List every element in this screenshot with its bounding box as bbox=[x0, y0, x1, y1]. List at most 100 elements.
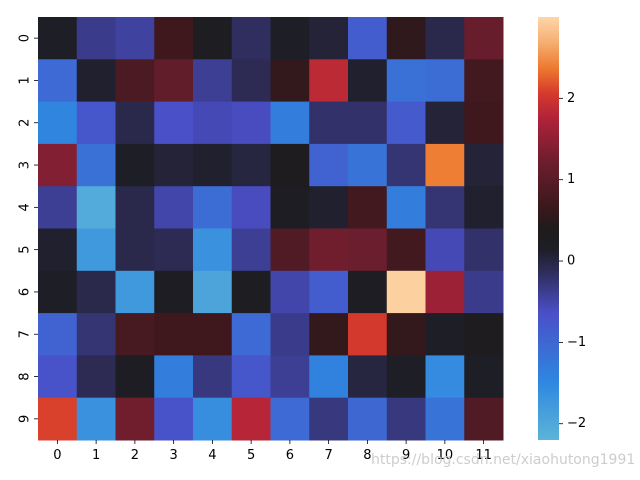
heatmap-cell-r6-c4 bbox=[193, 270, 233, 314]
heatmap-cell-r8-c11 bbox=[464, 355, 504, 399]
y-tick-label: 5 bbox=[18, 246, 33, 254]
colorbar-tick-label: −2 bbox=[567, 416, 586, 431]
heatmap-cell-r3-c7 bbox=[309, 143, 349, 187]
y-tick-label: 1 bbox=[18, 76, 33, 84]
watermark-text: https://blog.csdn.net/xiaohutong1991 bbox=[371, 452, 636, 468]
heatmap-cell-r0-c9 bbox=[386, 17, 426, 60]
heatmap-cell-r8-c2 bbox=[115, 355, 155, 399]
heatmap-cell-r5-c0 bbox=[38, 228, 78, 272]
y-tick-label: 9 bbox=[18, 415, 33, 423]
heatmap-cell-r6-c0 bbox=[38, 270, 78, 314]
heatmap-cell-r8-c7 bbox=[309, 355, 349, 399]
heatmap-cell-r5-c5 bbox=[231, 228, 271, 272]
heatmap-cell-r6-c9 bbox=[386, 270, 426, 314]
heatmap-cell-r1-c7 bbox=[309, 59, 349, 103]
heatmap-cell-r7-c7 bbox=[309, 313, 349, 356]
heatmap-cell-r6-c11 bbox=[464, 270, 504, 314]
heatmap-cell-r1-c4 bbox=[193, 59, 233, 103]
heatmap-cell-r7-c11 bbox=[464, 313, 504, 356]
heatmap-cell-r9-c10 bbox=[425, 397, 465, 441]
heatmap-cell-r8-c8 bbox=[348, 355, 388, 399]
x-tick-label: 0 bbox=[53, 448, 61, 463]
heatmap-cell-r6-c7 bbox=[309, 270, 349, 314]
heatmap-cell-r7-c9 bbox=[386, 313, 426, 356]
heatmap-cell-r2-c3 bbox=[154, 101, 194, 145]
heatmap-cell-r0-c2 bbox=[115, 17, 155, 60]
heatmap-cell-r6-c5 bbox=[231, 270, 271, 314]
heatmap-cell-r8-c5 bbox=[231, 355, 271, 399]
heatmap-cell-r3-c9 bbox=[386, 143, 426, 187]
x-tick-label: 3 bbox=[169, 448, 177, 463]
heatmap-cell-r3-c1 bbox=[76, 143, 116, 187]
heatmap-cell-r5-c6 bbox=[270, 228, 310, 272]
heatmap-cell-r2-c7 bbox=[309, 101, 349, 145]
heatmap-cell-r5-c9 bbox=[386, 228, 426, 272]
x-tick-label: 8 bbox=[363, 448, 371, 463]
heatmap-cell-r0-c8 bbox=[348, 17, 388, 60]
heatmap-cell-r9-c2 bbox=[115, 397, 155, 441]
heatmap-cell-r3-c4 bbox=[193, 143, 233, 187]
heatmap-cell-r1-c3 bbox=[154, 59, 194, 103]
heatmap-cell-r9-c4 bbox=[193, 397, 233, 441]
heatmap-cell-r1-c9 bbox=[386, 59, 426, 103]
y-tick-label: 3 bbox=[18, 161, 33, 169]
heatmap-cell-r7-c1 bbox=[76, 313, 116, 356]
heatmap-cell-r4-c2 bbox=[115, 186, 155, 229]
heatmap-cell-r9-c6 bbox=[270, 397, 310, 441]
heatmap-cell-r5-c10 bbox=[425, 228, 465, 272]
heatmap-cell-r8-c4 bbox=[193, 355, 233, 399]
heatmap-cell-r4-c7 bbox=[309, 186, 349, 229]
heatmap-cell-r9-c11 bbox=[464, 397, 504, 441]
heatmap-cell-r4-c10 bbox=[425, 186, 465, 229]
heatmap-cell-r0-c11 bbox=[464, 17, 504, 60]
x-tick-label: 7 bbox=[324, 448, 332, 463]
x-tick-label: 10 bbox=[437, 448, 454, 463]
heatmap-cell-r1-c1 bbox=[76, 59, 116, 103]
heatmap-cell-r8-c1 bbox=[76, 355, 116, 399]
heatmap-cell-r3-c11 bbox=[464, 143, 504, 187]
heatmap-cell-r0-c5 bbox=[231, 17, 271, 60]
heatmap-cell-r5-c4 bbox=[193, 228, 233, 272]
heatmap-cell-r2-c1 bbox=[76, 101, 116, 145]
heatmap-cell-r4-c0 bbox=[38, 186, 78, 229]
colorbar-gradient bbox=[538, 17, 559, 440]
colorbar: −2 −1 0 1 2 bbox=[538, 17, 586, 440]
heatmap-cell-r0-c10 bbox=[425, 17, 465, 60]
heatmap-cell-r2-c6 bbox=[270, 101, 310, 145]
y-tick-label: 7 bbox=[18, 330, 33, 338]
heatmap-cell-r7-c6 bbox=[270, 313, 310, 356]
heatmap-cell-r9-c9 bbox=[386, 397, 426, 441]
heatmap-cell-r8-c10 bbox=[425, 355, 465, 399]
heatmap-cell-r6-c1 bbox=[76, 270, 116, 314]
x-tick-label: 9 bbox=[402, 448, 410, 463]
heatmap-cell-r4-c9 bbox=[386, 186, 426, 229]
x-axis: 0 1 2 3 4 5 6 7 8 9 10 11 bbox=[53, 440, 492, 463]
y-tick-label: 4 bbox=[18, 203, 33, 211]
y-tick-label: 0 bbox=[18, 34, 33, 42]
heatmap-cell-r2-c5 bbox=[231, 101, 271, 145]
heatmap-cell-r0-c7 bbox=[309, 17, 349, 60]
heatmap-cell-r0-c1 bbox=[76, 17, 116, 60]
heatmap-cell-r0-c6 bbox=[270, 17, 310, 60]
heatmap-cell-r1-c5 bbox=[231, 59, 271, 103]
heatmap-cell-r3-c3 bbox=[154, 143, 194, 187]
x-tick-label: 6 bbox=[286, 448, 294, 463]
heatmap-cell-r5-c3 bbox=[154, 228, 194, 272]
heatmap-cell-r5-c1 bbox=[76, 228, 116, 272]
heatmap-cell-r2-c0 bbox=[38, 101, 78, 145]
heatmap-cell-r7-c0 bbox=[38, 313, 78, 356]
heatmap-cell-r4-c5 bbox=[231, 186, 271, 229]
heatmap-cell-r7-c2 bbox=[115, 313, 155, 356]
heatmap-cell-r2-c4 bbox=[193, 101, 233, 145]
x-tick-label: 2 bbox=[131, 448, 139, 463]
heatmap-cells bbox=[38, 17, 504, 441]
heatmap-cell-r9-c3 bbox=[154, 397, 194, 441]
heatmap-cell-r7-c4 bbox=[193, 313, 233, 356]
heatmap-cell-r1-c0 bbox=[38, 59, 78, 103]
heatmap-cell-r5-c7 bbox=[309, 228, 349, 272]
heatmap-cell-r2-c11 bbox=[464, 101, 504, 145]
heatmap-cell-r3-c10 bbox=[425, 143, 465, 187]
colorbar-tick-label: 2 bbox=[567, 91, 575, 106]
heatmap-cell-r9-c1 bbox=[76, 397, 116, 441]
